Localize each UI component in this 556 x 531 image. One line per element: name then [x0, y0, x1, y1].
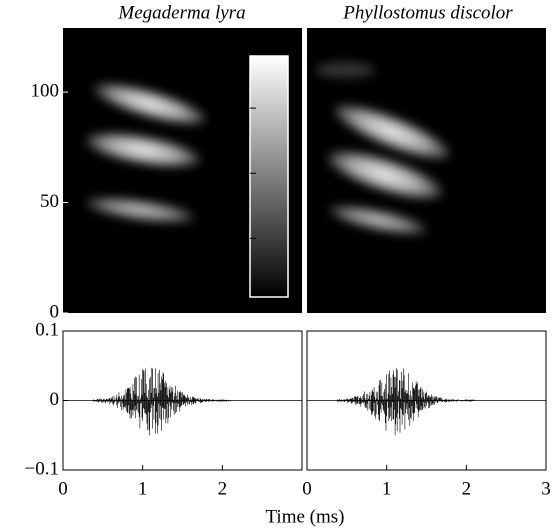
- x-tick-label: 0: [58, 478, 68, 499]
- x-tick-label: 2: [218, 478, 228, 499]
- waveform-trace: [336, 368, 475, 436]
- x-tick-label: 0: [302, 478, 312, 499]
- panel-title: Phyllostomus discolor: [342, 2, 513, 23]
- y-tick-label: 0: [50, 389, 60, 410]
- x-tick-label: 1: [382, 478, 392, 499]
- panel-title: Megaderma lyra: [117, 2, 245, 23]
- x-tick-label: 1: [138, 478, 148, 499]
- spectrogram-energy: [85, 62, 450, 235]
- y-tick-label: 100: [31, 80, 60, 101]
- x-tick-label: 3: [541, 478, 551, 499]
- colorbar-tick-label: −10: [214, 96, 244, 117]
- waveform-trace: [92, 367, 231, 436]
- x-tick-label: 2: [462, 478, 472, 499]
- y-tick-label: 50: [40, 191, 59, 212]
- y-tick-label: 0.1: [35, 319, 59, 340]
- colorbar: [249, 55, 289, 298]
- x-axis-label: Time (ms): [265, 506, 344, 527]
- y-tick-label: 0: [50, 301, 60, 322]
- colorbar-tick-label: −20: [214, 162, 244, 183]
- colorbar-tick-label: −30: [214, 227, 244, 248]
- y-tick-label: −0.1: [25, 458, 59, 479]
